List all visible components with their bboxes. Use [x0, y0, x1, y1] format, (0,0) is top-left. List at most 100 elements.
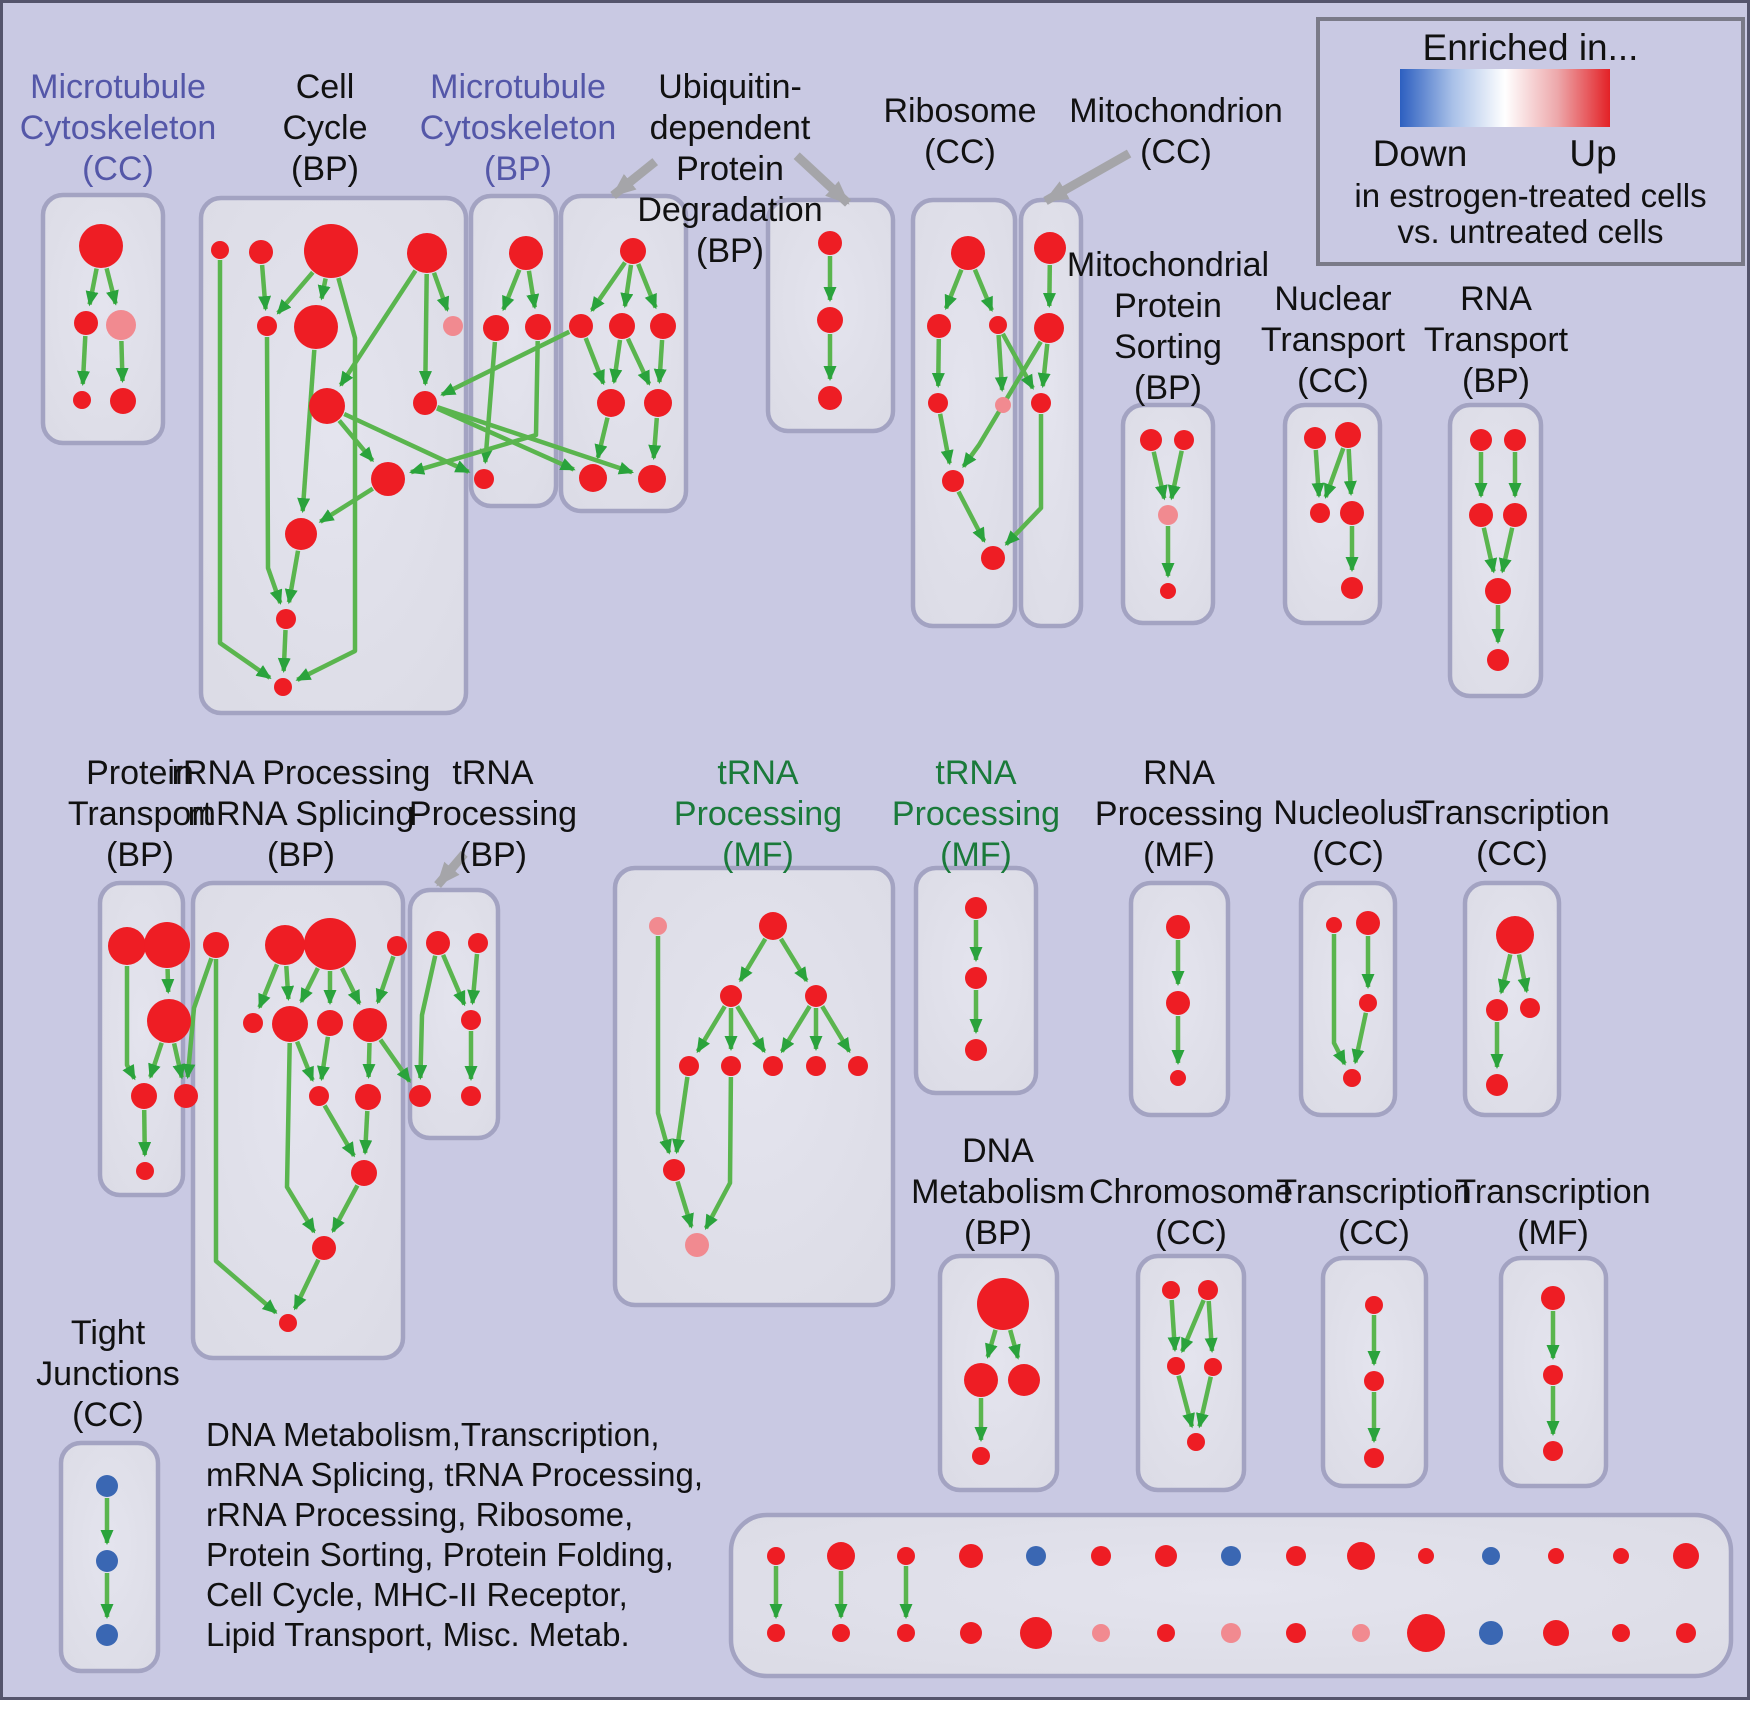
edge-rrna-processing: [213, 959, 278, 1315]
edge-rrna-processing: [339, 967, 362, 1006]
node-misc-6: [1155, 1545, 1177, 1567]
edge-ubiquitin: [609, 339, 623, 385]
node-misc-7: [1221, 1546, 1241, 1566]
node-transcription-cc-2-1: [1364, 1371, 1384, 1391]
node-transcription-cc-1-3: [1486, 1074, 1508, 1096]
legend-up-label: Up: [1569, 133, 1617, 174]
node-mito-protein-sorting-0: [1140, 429, 1162, 451]
node-misc-4: [1026, 1546, 1046, 1566]
edge-nuclear-transport: [1343, 448, 1357, 496]
node-microtubule-bp-1: [483, 315, 509, 341]
node-ribosome-2: [989, 316, 1007, 334]
node-misc-22: [1221, 1623, 1241, 1643]
edge-rna-transport: [1481, 527, 1498, 574]
node-transcription-cc-1-2: [1520, 998, 1540, 1018]
node-transcription-cc-1-1: [1486, 999, 1508, 1021]
node-nucleolus-3: [1343, 1069, 1361, 1087]
node-dna-metabolism-1: [964, 1363, 998, 1397]
edge-nucleolus: [1351, 1012, 1369, 1065]
node-rrna-processing-6: [317, 1010, 343, 1036]
node-trna-mf-1-8: [848, 1056, 868, 1076]
node-ribosome-4: [995, 397, 1011, 413]
edge-trna-mf-1: [655, 936, 672, 1155]
mitochondrion-arrow: [1043, 149, 1132, 205]
node-nuclear-transport-0: [1304, 427, 1326, 449]
edge-microtubule-cc: [104, 267, 119, 306]
node-ubiquitin-3: [650, 313, 676, 339]
node-misc-0: [767, 1547, 785, 1565]
footnote-text: DNA Metabolism,Transcription, mRNA Splic…: [206, 1416, 704, 1653]
node-rna-processing-mf-1: [1166, 991, 1190, 1015]
node-ubiquitin-2: [609, 313, 635, 339]
edge-cell-cycle: [277, 629, 291, 673]
edge-chromosome: [1180, 1299, 1206, 1354]
node-misc-23: [1286, 1623, 1306, 1643]
edge-ubiquitin: [636, 263, 658, 310]
edge-chromosome: [1204, 1300, 1218, 1353]
node-dna-metabolism-3: [972, 1447, 990, 1465]
node-rna-transport-4: [1485, 578, 1511, 604]
node-trna-mf-1-7: [806, 1056, 826, 1076]
edge-chromosome: [1196, 1376, 1213, 1429]
node-rrna-processing-11: [312, 1236, 336, 1260]
node-microtubule-cc-0: [79, 224, 123, 268]
edge-microtubule-bp: [479, 341, 498, 465]
node-nucleolus-1: [1356, 911, 1380, 935]
node-transcription-cc-2-0: [1365, 1296, 1383, 1314]
node-misc-12: [1548, 1548, 1564, 1564]
node-ubiquitin-6: [579, 464, 607, 492]
edge-ribosome: [931, 338, 945, 388]
node-tight-junctions-0: [96, 1475, 118, 1497]
cluster-box-transcription-cc-1: [1462, 880, 1562, 1118]
node-trna-mf-1-6: [763, 1056, 783, 1076]
edge-rrna-processing: [362, 1042, 376, 1079]
edge-trna-mf-1: [695, 1005, 727, 1054]
node-rrna-processing-3: [387, 936, 407, 956]
node-cell-cycle-10: [285, 518, 317, 550]
node-misc-26: [1479, 1621, 1503, 1645]
node-protein-transport-5: [136, 1162, 154, 1180]
edge-dna-metabolism: [985, 1329, 998, 1359]
node-misc-10: [1418, 1548, 1434, 1564]
node-trna-mf-1-1: [759, 912, 787, 940]
node-mitochondrion-2: [1031, 393, 1051, 413]
node-ubiquitin-0: [620, 238, 646, 264]
legend-subtitle-1: in estrogen-treated cells: [1354, 177, 1707, 214]
node-rrna-processing-10: [351, 1160, 377, 1186]
node-ubiquitin-2-0: [818, 231, 842, 255]
edge-trna-bp: [441, 954, 467, 1007]
cross-edge: [436, 404, 634, 475]
node-nucleolus-0: [1326, 917, 1342, 933]
node-rna-processing-mf-0: [1166, 915, 1190, 939]
edge-transcription-cc-1: [1497, 953, 1513, 995]
edge-rrna-processing: [359, 1110, 373, 1155]
node-trna-mf-2-0: [965, 897, 987, 919]
cross-edge: [435, 406, 576, 472]
node-cell-cycle-9: [371, 462, 405, 496]
node-misc-17: [897, 1624, 915, 1642]
edge-cell-cycle: [338, 269, 418, 387]
node-trna-bp-2: [461, 1010, 481, 1030]
node-misc-21: [1157, 1624, 1175, 1642]
node-rna-transport-1: [1504, 429, 1526, 451]
edge-trna-mf-1: [703, 1076, 734, 1230]
node-nuclear-transport-4: [1341, 577, 1363, 599]
node-misc-3: [959, 1544, 983, 1568]
node-rrna-processing-2: [304, 918, 356, 970]
edge-ubiquitin: [620, 264, 634, 309]
edge-rna-transport: [1498, 527, 1515, 574]
node-transcription-cc-2-2: [1364, 1448, 1384, 1468]
edge-rrna-processing: [322, 1104, 356, 1158]
node-chromosome-0: [1162, 1281, 1180, 1299]
edge-ubiquitin: [583, 337, 606, 386]
node-misc-24: [1352, 1624, 1370, 1642]
trna-bp-arrow: [434, 850, 468, 888]
node-trna-mf-1-5: [721, 1056, 741, 1076]
node-rrna-processing-4: [243, 1013, 263, 1033]
edge-microtubule-cc: [76, 335, 90, 386]
edge-cell-cycle: [276, 270, 315, 315]
edge-protein-transport: [161, 968, 175, 994]
edge-cell-cycle: [431, 272, 450, 312]
edge-rrna-processing: [330, 1184, 360, 1233]
